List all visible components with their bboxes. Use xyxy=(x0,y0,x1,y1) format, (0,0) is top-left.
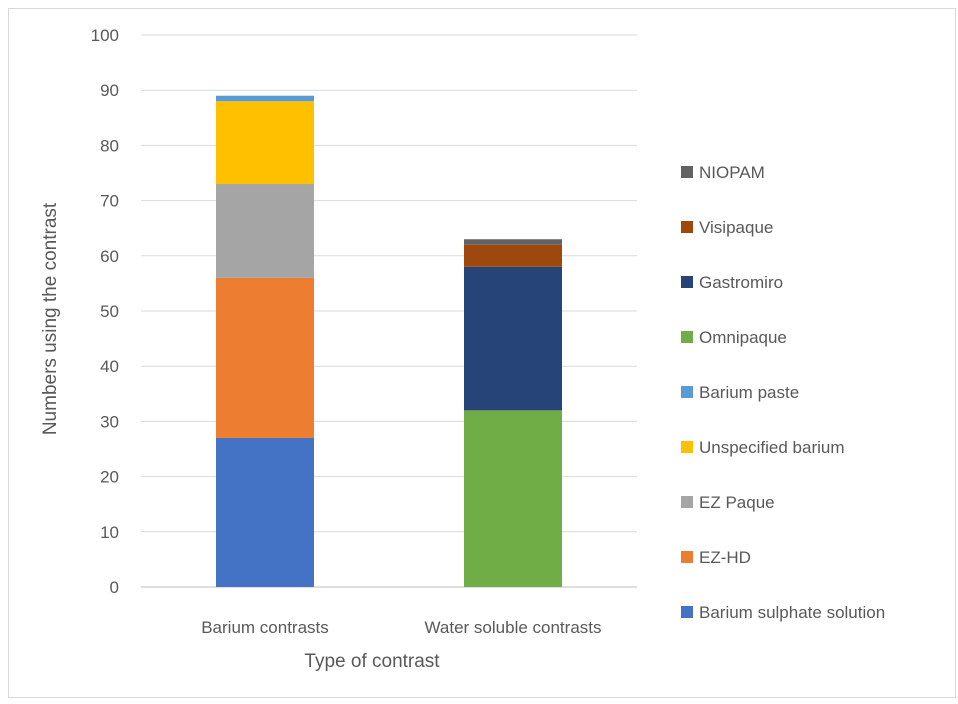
y-tick-label: 60 xyxy=(100,247,119,266)
legend-swatch xyxy=(681,166,693,178)
legend-label: Barium sulphate solution xyxy=(699,603,885,622)
y-tick-label: 30 xyxy=(100,412,119,431)
legend-label: EZ-HD xyxy=(699,548,751,567)
bar-segment-ez-paque xyxy=(216,184,314,278)
legend-swatch xyxy=(681,551,693,563)
legend-swatch xyxy=(681,606,693,618)
bar-segment-omnipaque xyxy=(464,410,562,587)
x-tick-label: Barium contrasts xyxy=(201,618,329,637)
legend-swatch xyxy=(681,496,693,508)
legend-label: Gastromiro xyxy=(699,273,783,292)
bar-segment-barium-paste xyxy=(216,95,314,102)
y-tick-label: 40 xyxy=(100,357,119,376)
x-tick-label: Water soluble contrasts xyxy=(425,618,602,637)
y-tick-label: 20 xyxy=(100,468,119,487)
y-tick-label: 90 xyxy=(100,81,119,100)
legend-label: Omnipaque xyxy=(699,328,787,347)
x-axis-label: Type of contrast xyxy=(304,651,440,672)
bar-segment-unspecified-barium xyxy=(216,101,314,185)
bars xyxy=(216,95,562,587)
legend-label: EZ Paque xyxy=(699,493,775,512)
legend-label: NIOPAM xyxy=(699,163,765,182)
y-tick-label: 80 xyxy=(100,136,119,155)
bar-segment-visipaque xyxy=(464,244,562,267)
legend-swatch xyxy=(681,386,693,398)
y-tick-label: 100 xyxy=(91,26,119,45)
bar-segment-barium-sulphate-solution xyxy=(216,437,314,587)
y-tick-label: 0 xyxy=(110,578,119,597)
legend-label: Unspecified barium xyxy=(699,438,845,457)
legend-label: Barium paste xyxy=(699,383,799,402)
bar-segment-gastromiro xyxy=(464,266,562,411)
gridlines xyxy=(141,34,637,588)
x-axis-tick-labels: Barium contrasts Water soluble contrasts xyxy=(201,618,601,637)
bar-segment-niopam xyxy=(464,239,562,245)
y-axis-tick-labels: 0 10 20 30 40 50 60 70 80 90 100 xyxy=(91,26,119,597)
legend-swatch xyxy=(681,441,693,453)
legend-label: Visipaque xyxy=(699,218,773,237)
stacked-bar-chart: 0 10 20 30 40 50 60 70 80 90 100 Barium contrasts W… xyxy=(40,26,885,672)
legend: NIOPAM Visipaque Gastromiro Omnipaque Barium… xyxy=(681,163,885,622)
legend-swatch xyxy=(681,276,693,288)
y-tick-label: 10 xyxy=(100,523,119,542)
y-axis-label: Numbers using the contrast xyxy=(40,202,61,435)
legend-swatch xyxy=(681,221,693,233)
chart-frame: 0 10 20 30 40 50 60 70 80 90 100 Barium contrasts W… xyxy=(8,8,956,698)
bar-segment-ez-hd xyxy=(216,277,314,438)
y-tick-label: 70 xyxy=(100,192,119,211)
y-tick-label: 50 xyxy=(100,302,119,321)
legend-swatch xyxy=(681,331,693,343)
